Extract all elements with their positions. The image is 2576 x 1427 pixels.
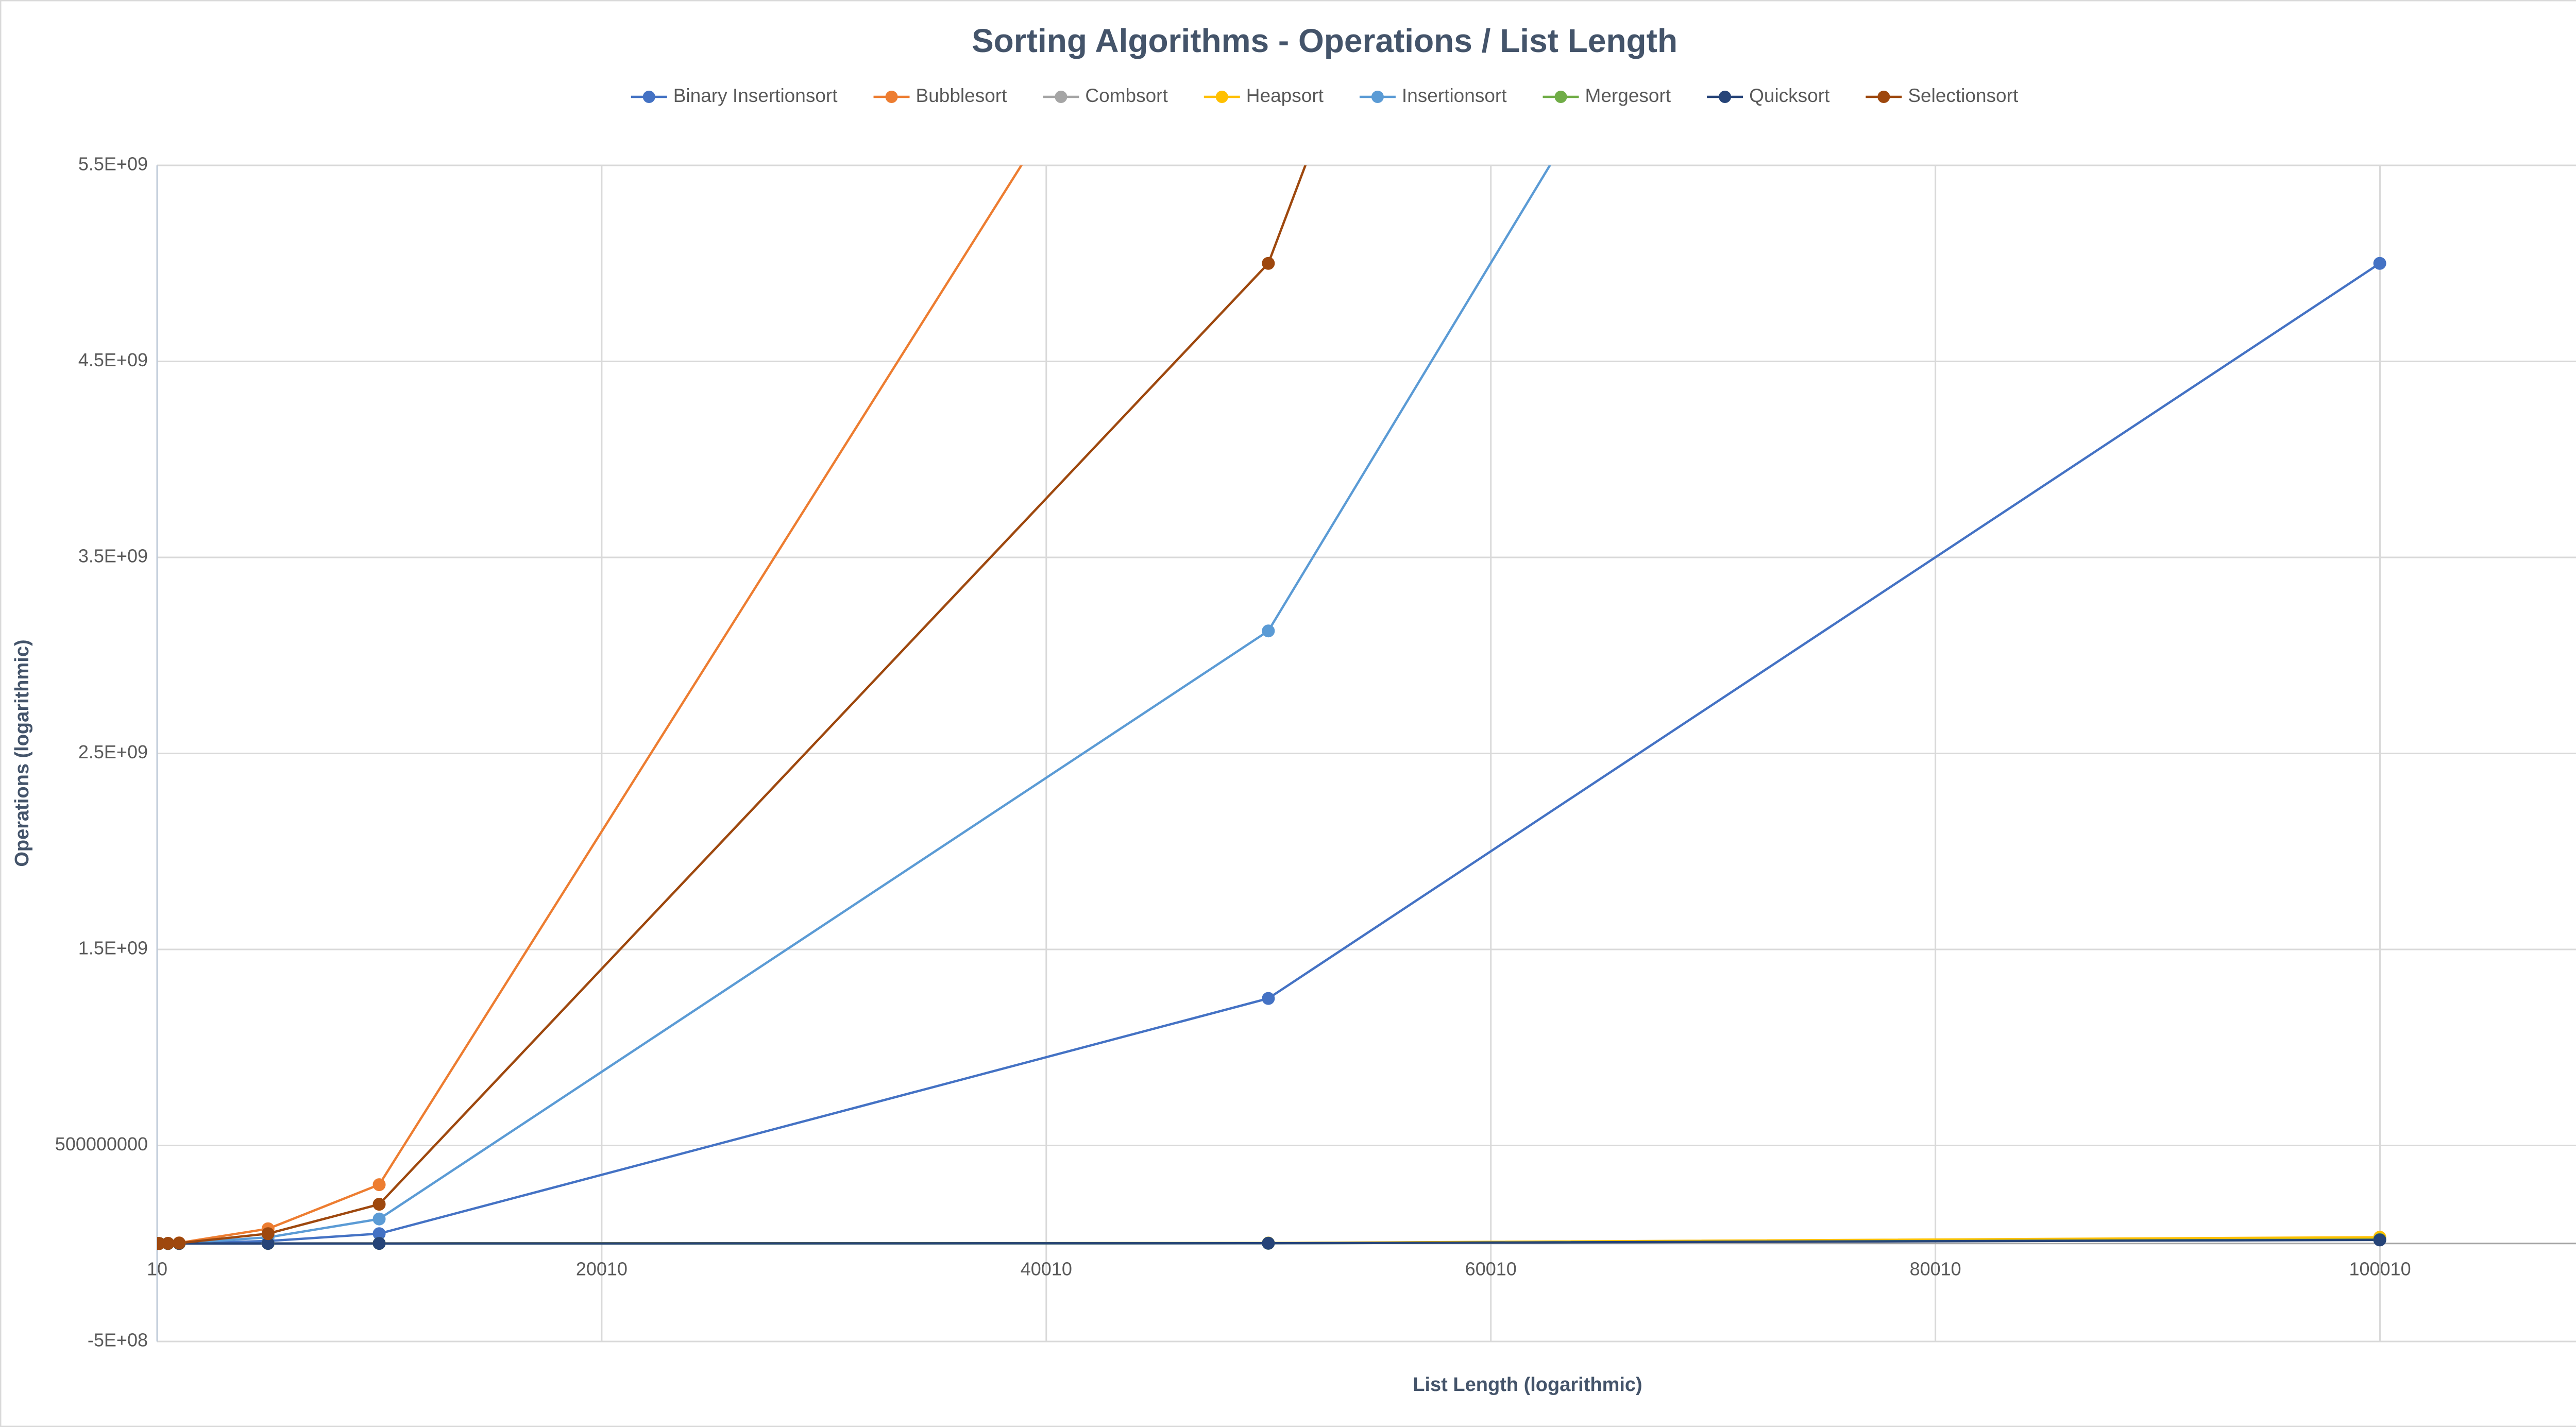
legend-item: Insertionsort [1359,85,1507,106]
data-point [1262,624,1275,638]
y-tick-label: 500000000 [55,1133,148,1154]
legend-item: Binary Insertionsort [631,85,838,106]
legend-swatch-marker [1877,91,1890,103]
data-point [261,1227,275,1241]
legend-label: Bubblesort [916,85,1008,106]
data-point [372,1237,386,1250]
y-tick-label: 2.5E+09 [78,741,148,762]
y-tick-label: 5.5E+09 [78,154,148,175]
data-point [173,1236,186,1250]
legend-swatch-marker [1215,91,1228,103]
legend-swatch-marker [642,91,655,103]
legend-swatch-marker [885,91,898,103]
x-tick-label: 20010 [576,1258,628,1279]
legend-label: Binary Insertionsort [673,85,838,106]
legend-label: Heapsort [1246,85,1324,106]
legend-label: Insertionsort [1402,85,1507,106]
y-tick-label: 1.5E+09 [78,938,148,959]
data-point [372,1178,386,1192]
data-point [1262,257,1275,270]
legend-item: Bubblesort [873,85,1008,106]
legend-label: Selectionsort [1908,85,2019,106]
legend-item: Mergesort [1543,85,1671,106]
legend-label: Quicksort [1749,85,1830,106]
y-axis-title: Operations (logarithmic) [11,639,33,867]
legend-label: Mergesort [1585,85,1671,106]
data-point [2373,257,2386,270]
legend-item: Combsort [1043,85,1168,106]
chart-title: Sorting Algorithms - Operations / List L… [972,22,1677,59]
data-point [1262,1236,1275,1250]
x-tick-label: 100010 [2349,1258,2411,1279]
legend-swatch-marker [1554,91,1567,103]
x-tick-label: 80010 [1910,1258,1961,1279]
plot-area [157,165,2386,1250]
legend-swatch-marker [1371,91,1384,103]
data-point [161,1237,175,1250]
legend-label: Combsort [1085,85,1168,106]
data-point [1262,992,1275,1005]
data-point [2373,1233,2386,1247]
legend-swatch-marker [1719,91,1732,103]
x-tick-label: 40010 [1021,1258,1072,1279]
x-tick-label: 60010 [1465,1258,1517,1279]
legend-item: Quicksort [1707,85,1830,106]
legend-item: Heapsort [1204,85,1324,106]
y-tick-label: 4.5E+09 [78,349,148,370]
legend-swatch-marker [1055,91,1067,103]
x-axis-title: List Length (logarithmic) [1413,1374,1642,1396]
data-point [372,1212,386,1226]
data-point [372,1198,386,1211]
legend: Binary Insertionsort Bubblesort Combsort He… [631,85,2019,106]
y-tick-label: 3.5E+09 [78,546,148,567]
legend-item: Selectionsort [1866,85,2019,106]
y-tick-label: -5E+08 [88,1330,148,1351]
